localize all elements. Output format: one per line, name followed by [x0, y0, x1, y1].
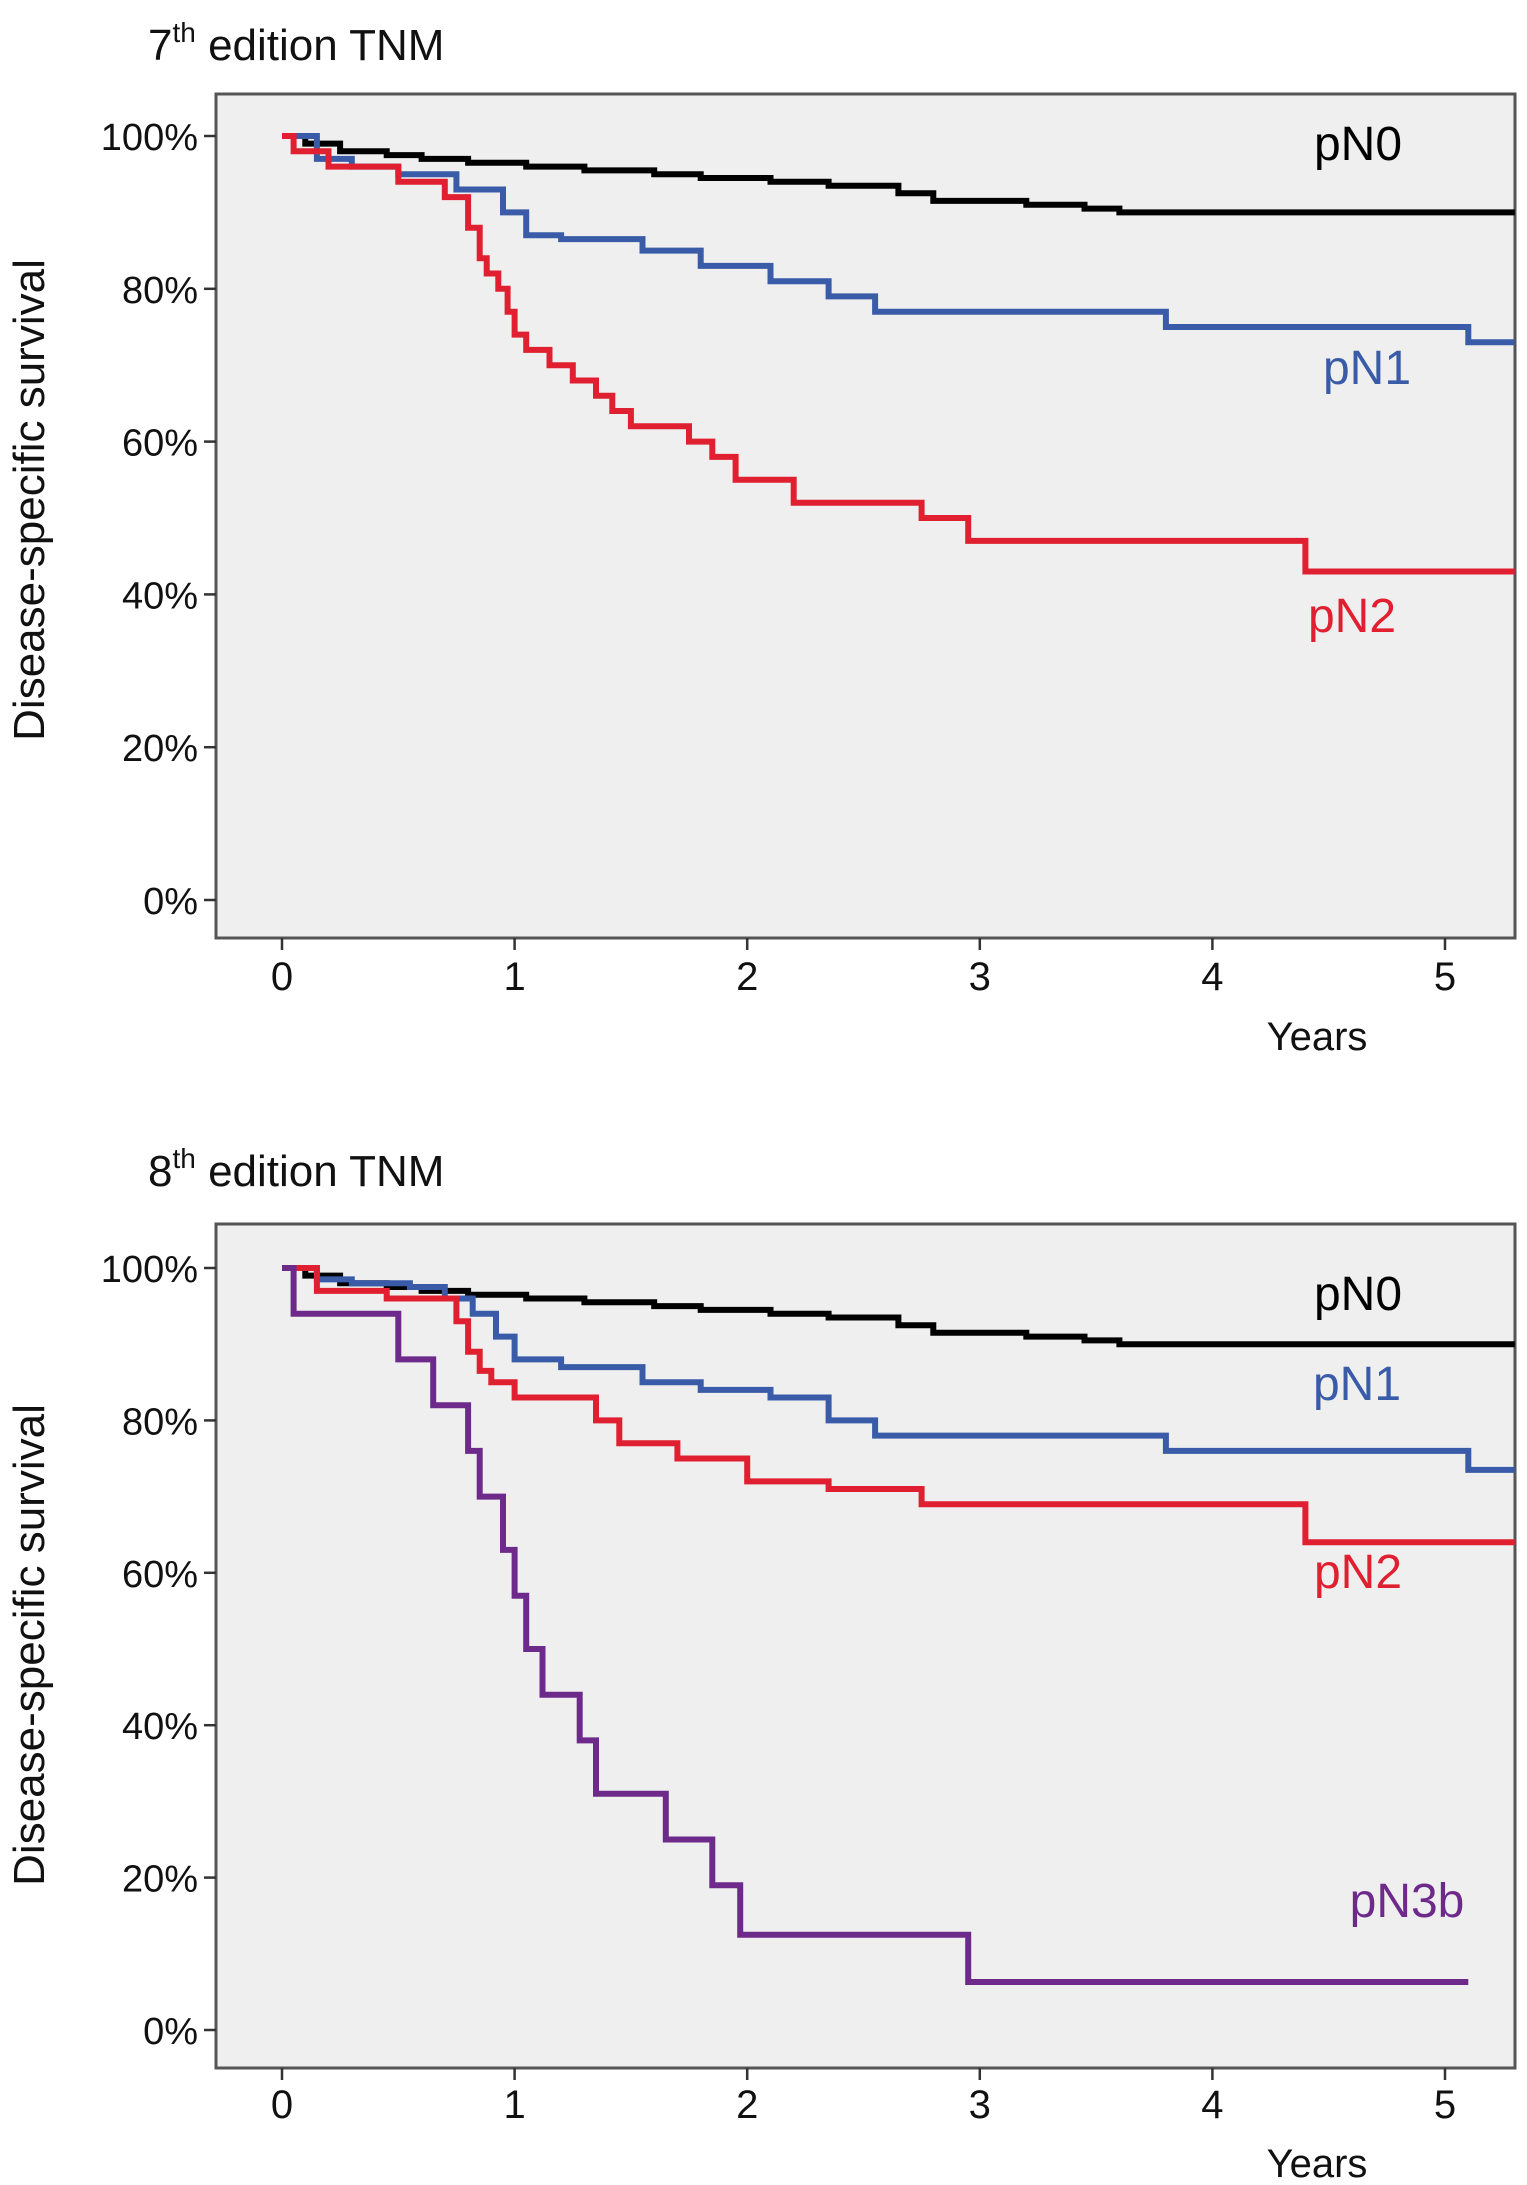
y-tick-label: 40% [122, 1706, 198, 1748]
series-label-pn2: pN2 [1308, 590, 1396, 643]
x-tick-label: 0 [271, 955, 293, 999]
x-tick-label: 4 [1201, 2083, 1223, 2127]
chart-panel-1: 7th edition TNM 0% 20% 40% 60% 80% 100% 0 1 2 3 4 5 Y… [5, 17, 1517, 1059]
y-tick-label: 80% [122, 270, 198, 312]
y-tick-label: 60% [122, 423, 198, 465]
x-axis-label: Years [1267, 2142, 1368, 2185]
y-tick-label: 20% [122, 728, 198, 770]
x-tick-label: 5 [1434, 955, 1456, 999]
x-tick-label: 3 [969, 2083, 991, 2127]
x-tick-label: 4 [1201, 955, 1223, 999]
y-tick-label: 40% [122, 575, 198, 617]
series-label-pn1: pN1 [1313, 1358, 1401, 1411]
y-tick-label: 20% [122, 1859, 198, 1901]
series-line-pn2 [282, 1265, 1515, 1546]
x-axis-label: Years [1267, 1015, 1368, 1059]
plot-area [214, 92, 1517, 940]
x-tick-label: 2 [736, 955, 758, 999]
chart-title: 8th edition TNM [148, 1143, 444, 1196]
series-line-pn1 [282, 1265, 1515, 1473]
series-label-pn0: pN0 [1314, 118, 1402, 171]
series-line-pn3b [282, 1265, 1469, 1985]
x-tick-label: 2 [736, 2083, 758, 2127]
y-tick-label: 100% [101, 1249, 198, 1291]
y-axis-label: Disease-specific survival [5, 1404, 54, 1886]
y-tick-label: 60% [122, 1554, 198, 1596]
y-tick-label: 100% [101, 117, 198, 159]
y-axis-label: Disease-specific survival [5, 259, 54, 741]
chart-panel-2: 8th edition TNM 0% 20% 40% 60% 80% 100% 0 1 2 3 4 5 Y… [5, 1143, 1517, 2185]
x-tick-label: 1 [503, 955, 525, 999]
series-label-pn0: pN0 [1314, 1268, 1402, 1321]
chart-title: 7th edition TNM [148, 17, 444, 70]
series-label-pn2: pN2 [1314, 1546, 1402, 1599]
x-tick-label: 1 [503, 2083, 525, 2127]
x-tick-label: 5 [1434, 2083, 1456, 2127]
x-tick-label: 3 [969, 955, 991, 999]
y-tick-label: 80% [122, 1401, 198, 1443]
series-line-pn2 [282, 133, 1515, 575]
series-label-pn1: pN1 [1323, 342, 1411, 395]
x-tick-label: 0 [271, 2083, 293, 2127]
plot-area [214, 1222, 1517, 2070]
series-line-pn0 [282, 133, 1515, 216]
y-tick-label: 0% [143, 881, 198, 923]
series-label-pn3b: pN3b [1350, 1875, 1465, 1928]
y-tick-label: 0% [143, 2011, 198, 2053]
